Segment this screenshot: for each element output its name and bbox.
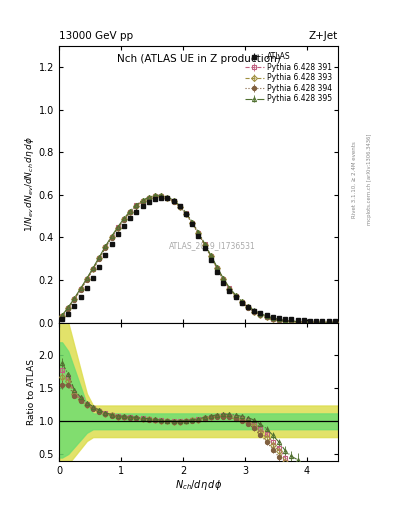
Text: Nch (ATLAS UE in Z production): Nch (ATLAS UE in Z production) [117,54,280,65]
Text: mcplots.cern.ch [arXiv:1306.3436]: mcplots.cern.ch [arXiv:1306.3436] [367,134,373,225]
Text: ATLAS_2019_I1736531: ATLAS_2019_I1736531 [169,241,256,250]
Text: 13000 GeV pp: 13000 GeV pp [59,31,133,40]
Legend: ATLAS, Pythia 6.428 391, Pythia 6.428 393, Pythia 6.428 394, Pythia 6.428 395: ATLAS, Pythia 6.428 391, Pythia 6.428 39… [242,50,334,105]
Y-axis label: Ratio to ATLAS: Ratio to ATLAS [27,359,36,424]
X-axis label: $N_{ch}/d\eta\,d\phi$: $N_{ch}/d\eta\,d\phi$ [175,478,222,493]
Y-axis label: $1/N_{ev}\,dN_{ev}/dN_{ch}\,d\eta\,d\phi$: $1/N_{ev}\,dN_{ev}/dN_{ch}\,d\eta\,d\phi… [23,136,36,232]
Text: Rivet 3.1.10, ≥ 2.4M events: Rivet 3.1.10, ≥ 2.4M events [352,141,357,218]
Text: Z+Jet: Z+Jet [309,31,338,40]
